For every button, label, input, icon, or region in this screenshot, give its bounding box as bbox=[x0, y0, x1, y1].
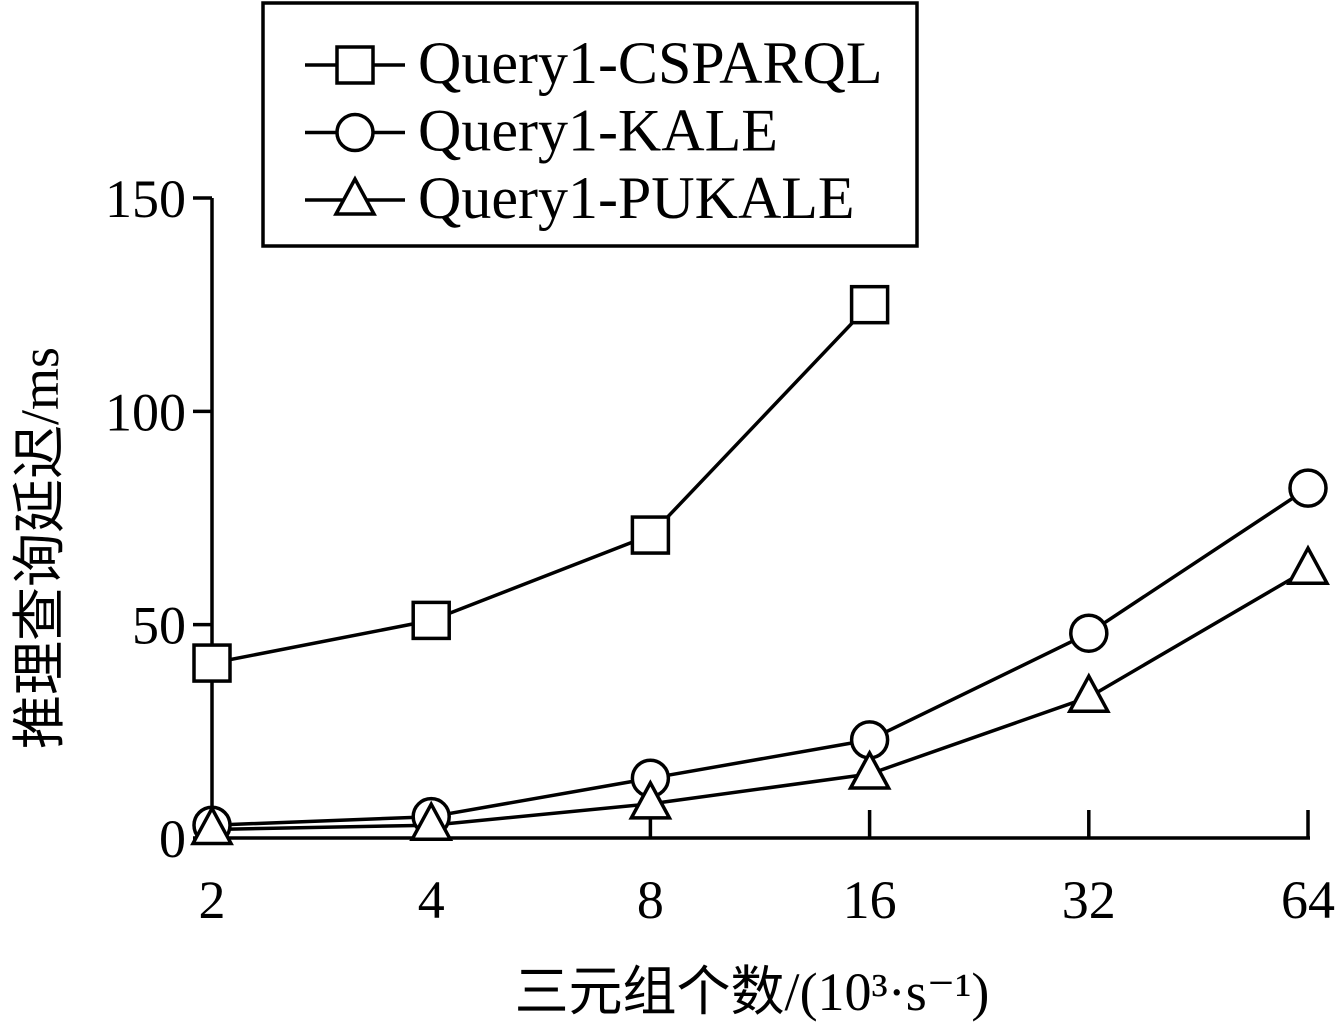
data-point-query1-pukale-64 bbox=[1286, 544, 1330, 585]
legend-label-query1-kale: Query1-KALE bbox=[418, 98, 778, 164]
legend-label-query1-csparql: Query1-CSPARQL bbox=[418, 30, 883, 96]
y-tick-label-0: 0 bbox=[159, 809, 186, 869]
data-point-query1-csparql-8 bbox=[630, 515, 671, 555]
x-tick-label-4: 4 bbox=[418, 870, 445, 930]
data-point-query1-kale-64 bbox=[1288, 468, 1328, 508]
x-axis-label: 三元组个数/(10³·s⁻¹) bbox=[515, 962, 990, 1022]
legend-entry-query1-kale: Query1-KALE bbox=[305, 98, 778, 164]
x-tick-label-32: 32 bbox=[1062, 870, 1116, 930]
data-point-query1-csparql-2 bbox=[192, 643, 232, 683]
data-point-query1-csparql-16 bbox=[849, 284, 890, 325]
legend-marker-query1-csparql bbox=[335, 45, 375, 85]
series-line-query1-pukale bbox=[211, 567, 1309, 832]
data-point-query1-pukale-2 bbox=[190, 804, 234, 846]
data-point-query1-kale-32 bbox=[1069, 613, 1109, 653]
legend-marker-query1-pukale bbox=[333, 175, 377, 216]
data-point-query1-pukale-4 bbox=[409, 800, 454, 841]
x-tick-label-8: 8 bbox=[637, 870, 664, 930]
data-point-query1-pukale-16 bbox=[847, 749, 892, 790]
series-lines bbox=[211, 303, 1309, 832]
legend-entry-query1-pukale: Query1-PUKALE bbox=[305, 165, 855, 231]
series-line-query1-kale bbox=[211, 486, 1309, 827]
legend-marker-query1-kale bbox=[335, 112, 375, 153]
x-tick-label-2: 2 bbox=[199, 870, 226, 930]
axes bbox=[210, 198, 1310, 840]
y-tick-label-50: 50 bbox=[132, 596, 186, 656]
data-point-query1-pukale-32 bbox=[1066, 672, 1111, 713]
y-tick-label-100: 100 bbox=[105, 382, 186, 442]
y-axis-label: 推理查询延迟/ms bbox=[10, 347, 70, 749]
data-point-query1-csparql-4 bbox=[411, 600, 451, 641]
x-tick-label-64: 64 bbox=[1281, 870, 1335, 930]
x-axis-ticks: 2 4 8 16 32 64 bbox=[199, 810, 1335, 930]
series-markers bbox=[190, 284, 1330, 846]
data-point-query1-pukale-8 bbox=[628, 779, 673, 820]
x-tick-label-16: 16 bbox=[843, 870, 897, 930]
legend-entry-query1-csparql: Query1-CSPARQL bbox=[305, 30, 883, 96]
series-line-query1-csparql bbox=[211, 303, 871, 665]
y-tick-label-150: 150 bbox=[105, 169, 186, 229]
legend-label-query1-pukale: Query1-PUKALE bbox=[418, 165, 855, 231]
